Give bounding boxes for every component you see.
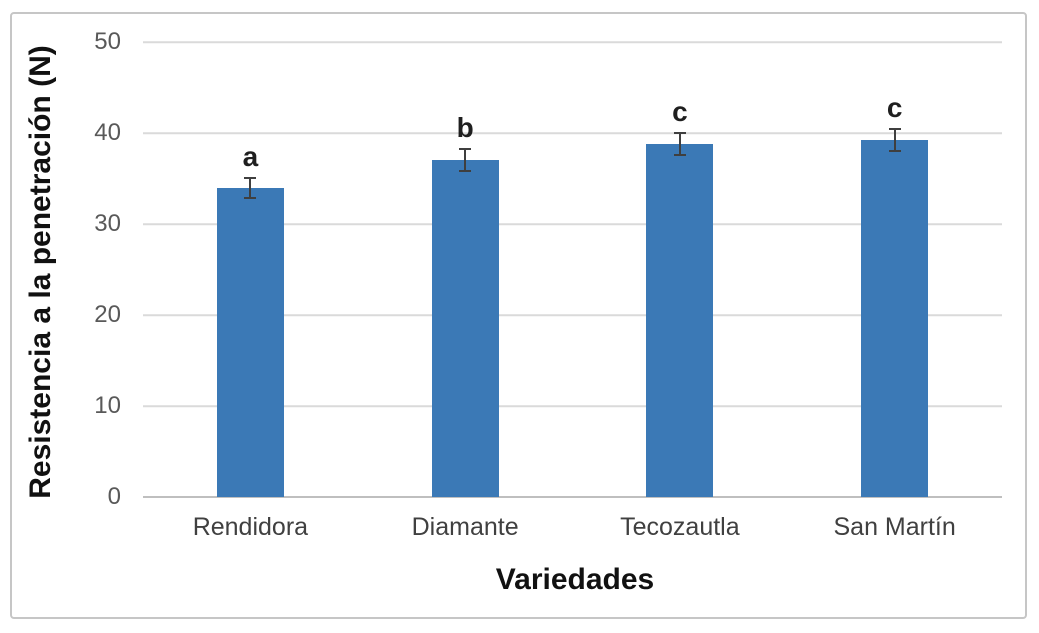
- error-bar-cap-bottom: [673, 153, 686, 156]
- gridline: [143, 223, 1002, 225]
- error-bar-cap-top: [459, 148, 472, 151]
- chart-figure: Resistencia a la penetración (N) 0 10 20 30…: [10, 12, 1027, 619]
- y-tick-label: 20: [94, 301, 121, 328]
- gridline: [143, 314, 1002, 316]
- error-bar-cap-bottom: [888, 150, 901, 153]
- error-bar-cap-top: [888, 128, 901, 131]
- significance-letter: c: [886, 92, 903, 124]
- x-category-label: San Martín: [833, 513, 956, 541]
- significance-letter: a: [242, 140, 259, 172]
- x-axis-title: Variedades: [495, 563, 655, 596]
- error-bar-cap-bottom: [459, 170, 472, 173]
- error-bar: [464, 149, 467, 172]
- gridline: [143, 132, 1002, 134]
- error-bar-cap-top: [244, 176, 257, 179]
- y-tick-label: 30: [94, 210, 121, 237]
- error-bar: [893, 129, 896, 152]
- error-bar-cap-top: [673, 132, 686, 134]
- y-tick-label: 0: [107, 483, 121, 510]
- x-category-label: Tecozautla: [620, 513, 740, 541]
- significance-letter: b: [456, 112, 474, 144]
- y-tick-label: 50: [94, 28, 121, 55]
- plot-area: 0 10 20 30 40 50 a Rendidora b Diamante c Tecozautl…: [94, 30, 1002, 540]
- error-bar: [678, 133, 681, 155]
- gridline: [143, 41, 1002, 43]
- x-category-label: Diamante: [411, 513, 519, 541]
- bar-tecozautla: [646, 143, 714, 497]
- y-axis-title: Resistencia a la penetración (N): [24, 45, 57, 499]
- error-bar: [249, 177, 252, 198]
- x-category-label: Rendidora: [192, 513, 309, 541]
- x-axis-line: [143, 496, 1002, 498]
- y-tick-label: 40: [94, 119, 121, 146]
- gridline: [143, 405, 1002, 407]
- error-bar-cap-bottom: [244, 196, 257, 199]
- y-tick-label: 10: [94, 392, 121, 419]
- significance-letter: c: [672, 96, 688, 127]
- bar-diamante: [431, 160, 499, 497]
- bar-san-martin: [861, 140, 929, 497]
- bar-rendidora: [216, 187, 284, 497]
